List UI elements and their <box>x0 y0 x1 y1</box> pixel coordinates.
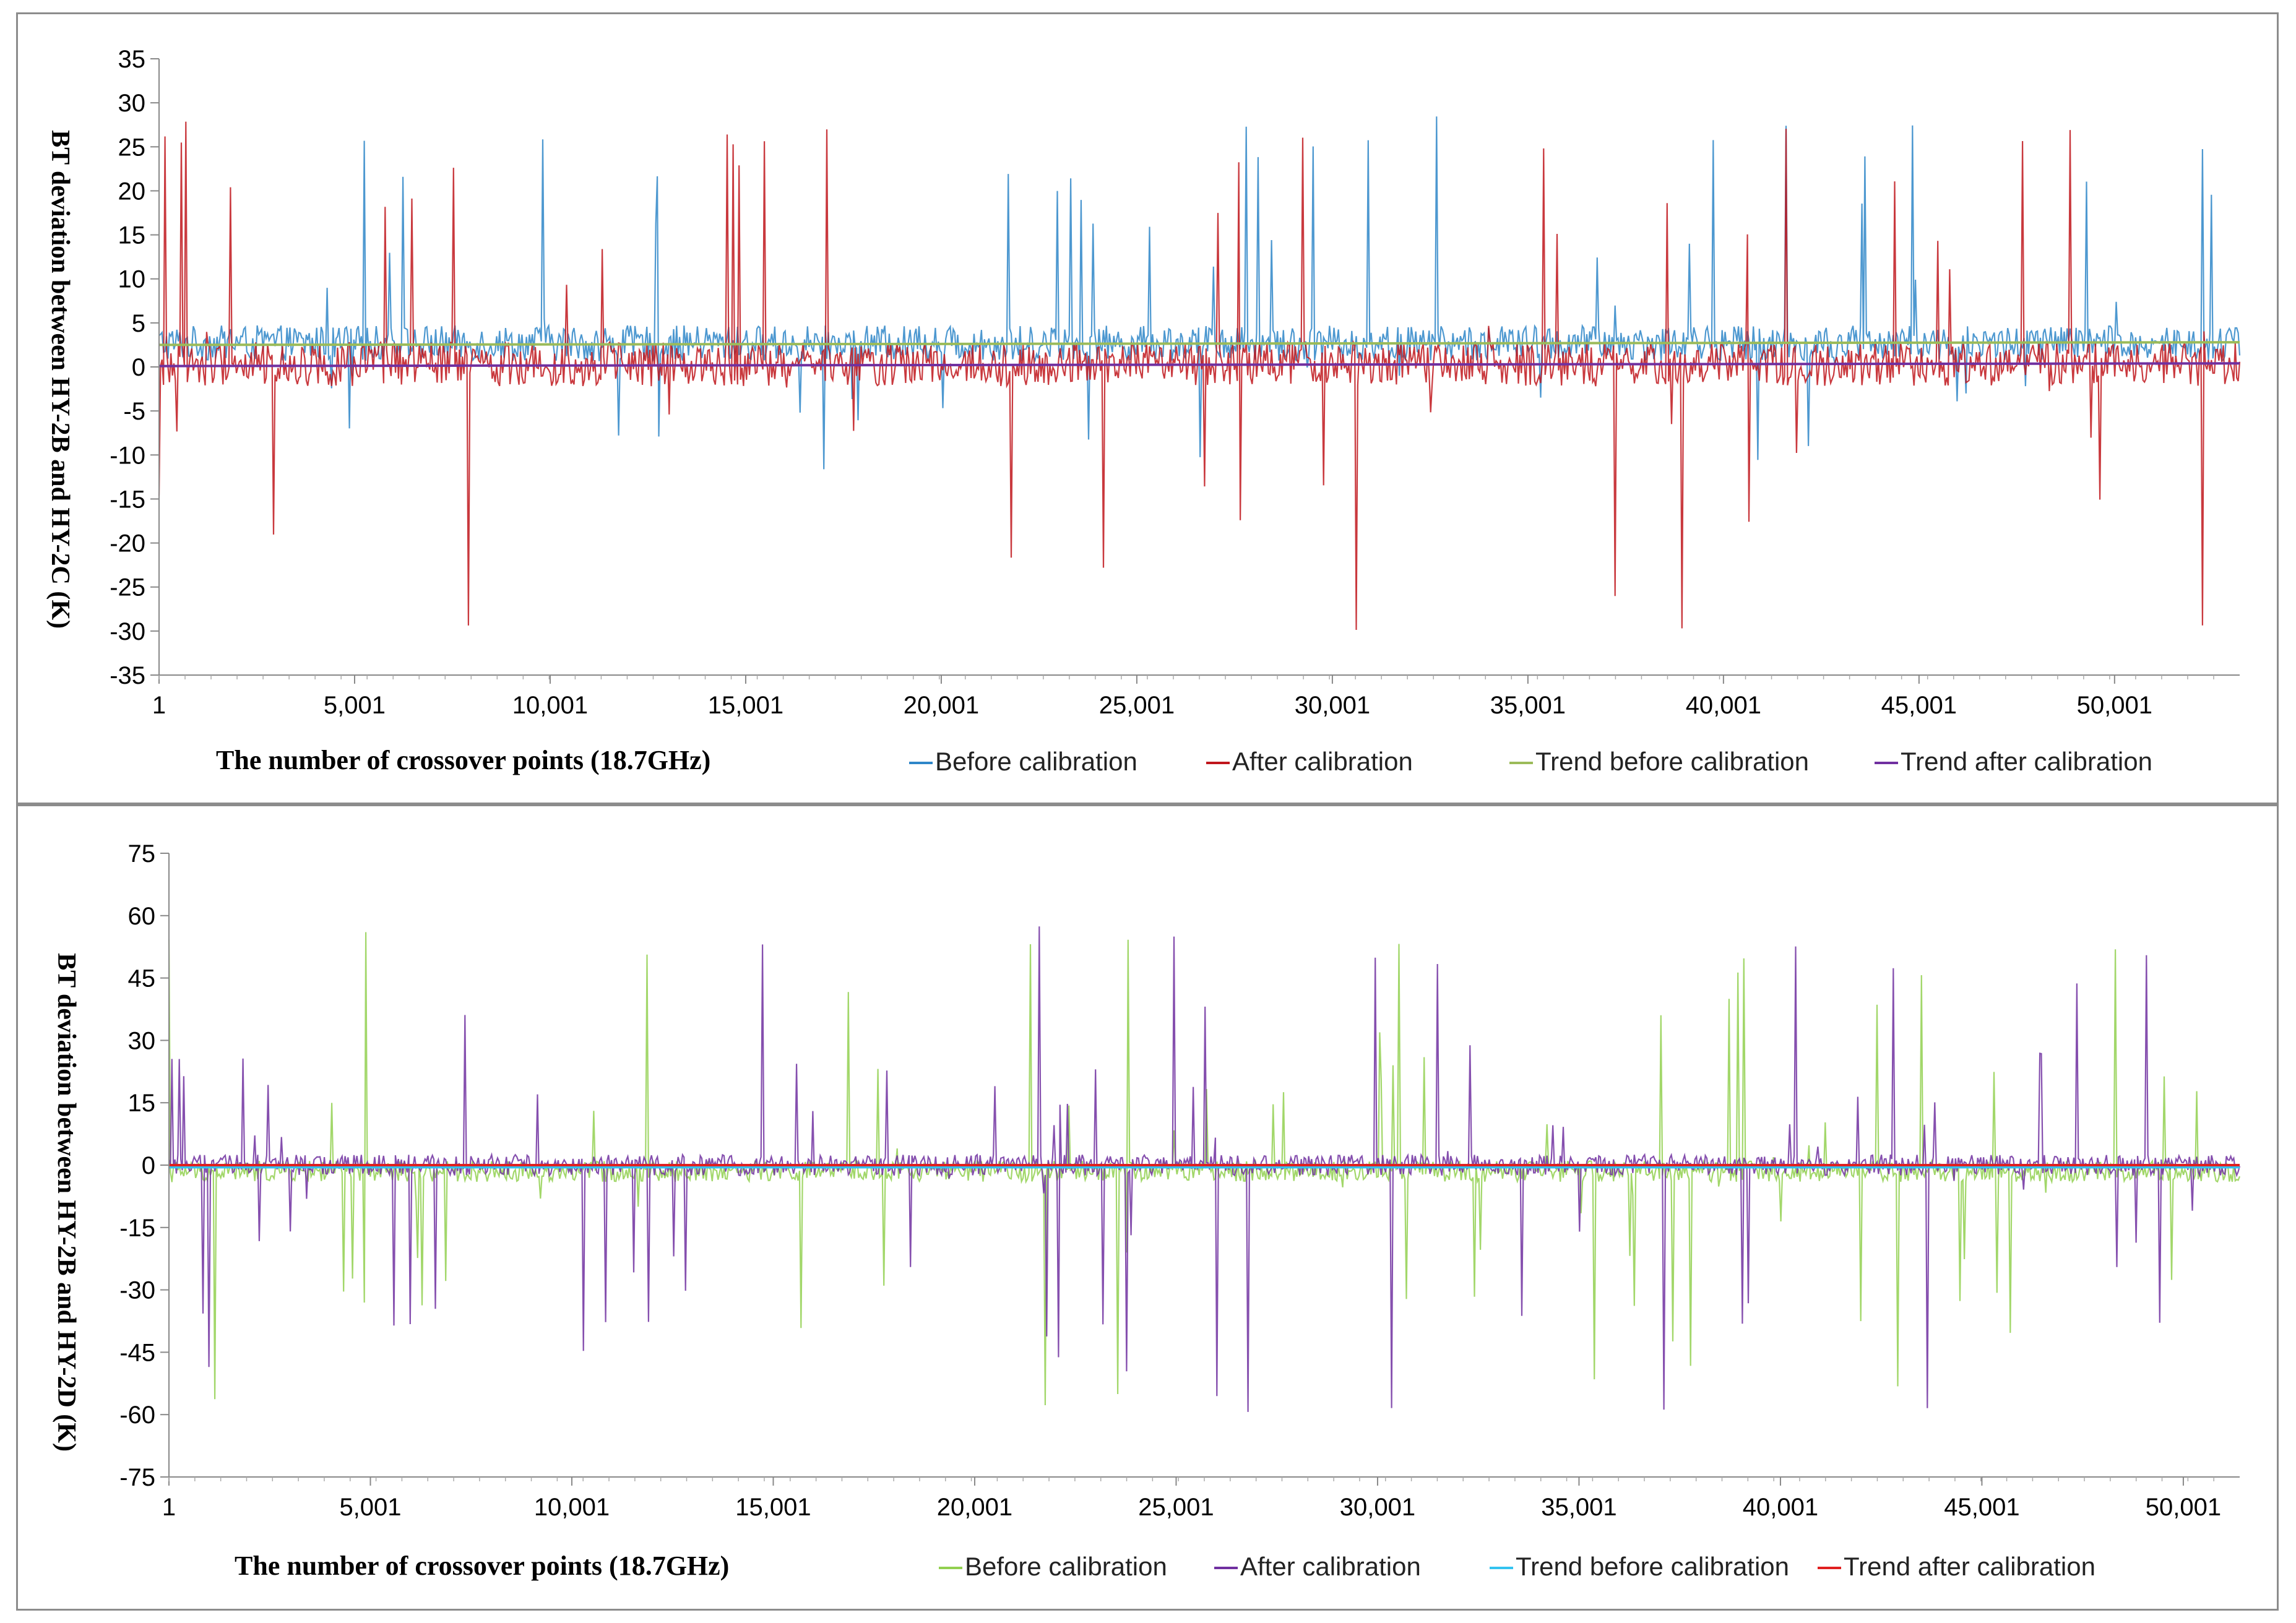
y-tick-label: -20 <box>110 530 145 558</box>
trend-line-4 <box>158 362 2240 368</box>
x-tick-label: 20,001 <box>904 692 979 719</box>
legend-label-4: Trend after calibration <box>1901 747 2152 776</box>
y-tick-label: -35 <box>110 662 145 689</box>
legend-label-2: After calibration <box>1232 747 1413 776</box>
legend-label-3: Trend before calibration <box>1516 1552 1789 1581</box>
legend-label-1: Before calibration <box>965 1552 1167 1581</box>
x-tick-label: 35,001 <box>1541 1494 1616 1521</box>
y-tick-label: -25 <box>110 574 145 601</box>
y-tick-label: 5 <box>132 310 145 337</box>
x-tick-label: 5,001 <box>324 692 386 719</box>
y-tick-label: -15 <box>110 486 145 513</box>
x-tick-label: 45,001 <box>1944 1494 2019 1521</box>
legend-label-3: Trend before calibration <box>1535 747 1809 776</box>
y-tick-label: -5 <box>123 398 145 425</box>
y-tick-label: -30 <box>119 1277 155 1304</box>
x-tick-label: 1 <box>152 692 166 719</box>
y-tick-label: -10 <box>110 442 145 469</box>
x-tick-label: 5,001 <box>339 1494 401 1521</box>
y-tick-label: 0 <box>142 1152 155 1179</box>
x-tick-label: 30,001 <box>1340 1494 1415 1521</box>
y-tick-label: 25 <box>118 134 146 161</box>
x-tick-label: 35,001 <box>1490 692 1566 719</box>
y-tick-label: 75 <box>128 840 156 867</box>
x-tick-label: 50,001 <box>2077 692 2152 719</box>
x-tick-label: 40,001 <box>1686 692 1761 719</box>
legend-label-1: Before calibration <box>935 747 1137 776</box>
x-tick-label: 1 <box>162 1494 176 1521</box>
y-tick-label: 20 <box>118 178 146 205</box>
y-tick-label: -45 <box>119 1339 155 1366</box>
x-tick-label: 25,001 <box>1138 1494 1214 1521</box>
x-tick-label: 25,001 <box>1099 692 1175 719</box>
y-tick-label: -75 <box>119 1464 155 1491</box>
y-tick-label: 15 <box>118 222 146 249</box>
x-tick-label: 20,001 <box>937 1494 1012 1521</box>
y-tick-label: 35 <box>118 46 146 73</box>
legend: Before calibration After calibration Trend… <box>939 1552 2095 1581</box>
y-tick-label: 0 <box>132 354 145 381</box>
legend-label-2: After calibration <box>1240 1552 1421 1581</box>
x-tick-label: 45,001 <box>1881 692 1957 719</box>
x-tick-label: 50,001 <box>2146 1494 2221 1521</box>
y-tick-label: -30 <box>110 618 145 645</box>
x-tick-label: 30,001 <box>1295 692 1370 719</box>
y-axis-title: BT deviation between HY-2B and HY-2D (K) <box>52 953 80 1452</box>
y-tick-label: -15 <box>119 1215 155 1242</box>
x-tick-label: 15,001 <box>735 1494 811 1521</box>
series-line-1 <box>158 116 2241 470</box>
x-tick-label: 15,001 <box>708 692 783 719</box>
series-line-2 <box>168 926 2241 1412</box>
y-tick-label: 45 <box>128 965 156 992</box>
x-axis-title: The number of crossover points (18.7GHz) <box>216 745 710 775</box>
y-tick-label: 60 <box>128 903 156 930</box>
y-tick-label: 10 <box>118 266 146 293</box>
series-layer <box>158 116 2241 631</box>
x-tick-label: 10,001 <box>534 1494 610 1521</box>
chart-panel-hy2c: 35 30 25 20 15 10 5 0 -5 -10 -15 -20 -25 -30 -35 1 5,001… <box>16 12 2279 804</box>
x-axis-title: The number of crossover points (18.7GHz) <box>235 1551 729 1581</box>
trend-line-3 <box>158 341 2240 347</box>
x-tick-label: 40,001 <box>1743 1494 1818 1521</box>
y-tick-label: 15 <box>128 1090 156 1117</box>
chart-panel-hy2d: 75 60 45 30 15 0 -15 -30 -45 -60 -75 1 5,001 10,001 15… <box>16 804 2279 1611</box>
legend: Before calibration After calibration Trend… <box>909 747 2152 776</box>
legend-label-4: Trend after calibration <box>1844 1552 2095 1581</box>
x-tick-label: 10,001 <box>512 692 588 719</box>
series-layer <box>168 926 2241 1412</box>
y-tick-label: 30 <box>128 1027 156 1054</box>
y-tick-label: 30 <box>118 90 146 117</box>
y-axis-title: BT deviation between HY-2B and HY-2C (K) <box>46 130 74 629</box>
y-tick-label: -60 <box>119 1401 155 1429</box>
